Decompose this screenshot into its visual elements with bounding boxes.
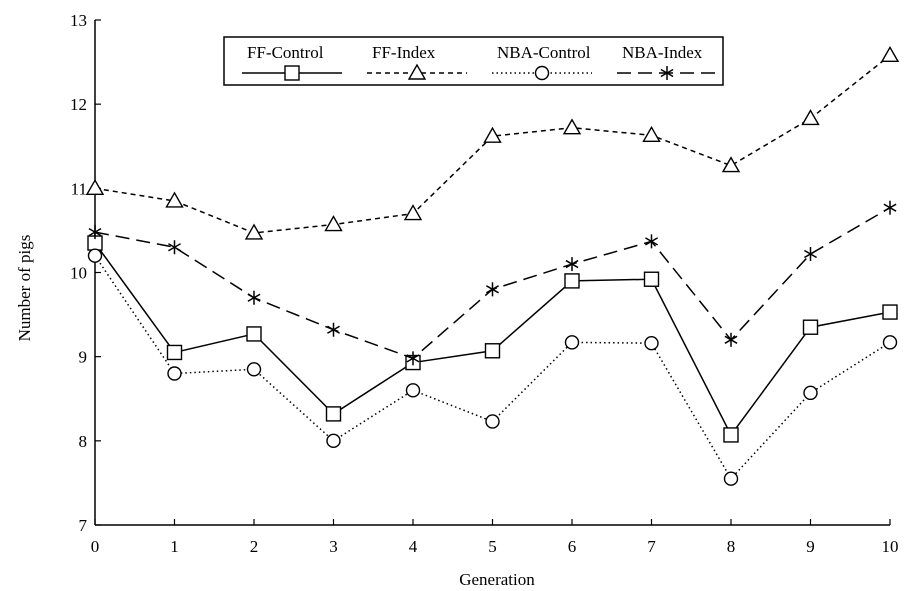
x-tick-label: 9 — [806, 537, 815, 556]
data-point-circle — [723, 471, 739, 486]
asterisk-stroke — [724, 335, 738, 344]
legend-marker-square — [284, 65, 300, 81]
x-tick-label: 4 — [409, 537, 418, 556]
data-point-triangle — [244, 223, 264, 240]
data-point-circle — [167, 366, 182, 381]
data-point-asterisk — [645, 234, 658, 249]
legend-label: FF-Control — [247, 43, 324, 62]
series-nba-control — [87, 248, 898, 486]
data-point-circle — [803, 385, 818, 401]
data-point-square — [246, 326, 262, 342]
y-tick-label: 13 — [70, 11, 87, 30]
data-point-triangle — [880, 45, 900, 63]
series-line — [94, 255, 891, 480]
data-point-square — [564, 273, 580, 289]
legend-box — [223, 36, 724, 86]
data-point-triangle — [403, 204, 423, 221]
legend-label: NBA-Control — [497, 43, 591, 62]
x-tick-label: 8 — [727, 537, 736, 556]
asterisk-stroke — [327, 325, 340, 334]
data-point-triangle — [85, 178, 105, 196]
asterisk-stroke — [565, 259, 579, 269]
legend-marker-circle — [534, 65, 550, 81]
data-point-asterisk — [724, 332, 738, 347]
data-point-asterisk — [406, 351, 420, 366]
data-point-triangle — [483, 126, 502, 143]
data-point-circle — [644, 336, 659, 351]
data-point-asterisk — [88, 225, 102, 240]
legend-marker-asterisk — [660, 66, 674, 80]
asterisk-stroke — [168, 243, 181, 252]
series-layer — [85, 45, 900, 486]
asterisk-stroke — [660, 68, 674, 78]
legend-label: FF-Index — [372, 43, 436, 62]
data-point-square — [802, 319, 819, 335]
x-tick-label: 5 — [488, 537, 497, 556]
y-tick-label: 11 — [71, 179, 87, 198]
x-tick-label: 6 — [568, 537, 577, 556]
data-point-square — [484, 343, 501, 359]
data-point-square — [325, 406, 342, 422]
series-ff-control — [87, 235, 898, 443]
y-tick-label: 10 — [70, 264, 87, 283]
series-ff-index — [85, 45, 900, 240]
data-point-triangle — [324, 215, 343, 232]
y-tick-label: 8 — [79, 432, 88, 451]
y-axis-title: Number of pigs — [15, 235, 34, 342]
data-point-circle — [564, 335, 580, 350]
asterisk-stroke — [804, 249, 817, 259]
legend-label: NBA-Index — [622, 43, 703, 62]
data-point-circle — [87, 248, 103, 263]
data-point-circle — [326, 433, 341, 449]
data-point-asterisk — [565, 257, 579, 272]
data-point-circle — [246, 362, 262, 377]
asterisk-stroke — [88, 227, 102, 237]
data-point-asterisk — [804, 246, 817, 261]
asterisk-stroke — [883, 203, 897, 212]
x-tick-label: 10 — [882, 537, 899, 556]
asterisk-stroke — [406, 354, 420, 363]
legend: FF-Control FF-Index NBA-Control NBA-Index — [223, 36, 724, 86]
data-point-asterisk — [168, 240, 181, 255]
asterisk-stroke — [486, 285, 499, 294]
data-point-square — [643, 271, 660, 287]
y-tick-label: 12 — [70, 95, 87, 114]
x-tick-label: 7 — [647, 537, 656, 556]
series-nba-index — [88, 200, 897, 366]
x-axis: 0 1 2 3 4 5 6 7 8 9 10 — [91, 519, 899, 556]
data-point-triangle — [642, 125, 661, 143]
x-tick-label: 3 — [329, 537, 338, 556]
asterisk-stroke — [247, 293, 261, 302]
data-point-circle — [882, 335, 898, 350]
data-point-asterisk — [486, 282, 499, 297]
x-tick-label: 2 — [250, 537, 259, 556]
data-point-asterisk — [327, 322, 340, 337]
data-point-square — [166, 344, 183, 361]
asterisk-stroke — [645, 237, 658, 246]
data-point-triangle — [721, 156, 741, 173]
y-tick-label: 7 — [79, 516, 88, 535]
series-line — [94, 54, 891, 234]
x-tick-label: 0 — [91, 537, 100, 556]
data-point-square — [882, 304, 898, 320]
data-point-asterisk — [247, 290, 261, 305]
x-tick-label: 1 — [170, 537, 179, 556]
data-point-asterisk — [883, 200, 897, 215]
x-axis-title: Generation — [459, 570, 535, 589]
legend-marker-triangle — [407, 63, 427, 80]
data-point-triangle — [801, 109, 820, 126]
y-axis: 7 8 9 10 11 12 13 — [70, 11, 101, 535]
data-point-triangle — [165, 191, 184, 208]
data-point-circle — [405, 383, 421, 398]
data-point-triangle — [562, 118, 582, 135]
data-point-square — [723, 427, 739, 443]
data-point-circle — [485, 414, 500, 429]
y-tick-label: 9 — [79, 348, 88, 367]
